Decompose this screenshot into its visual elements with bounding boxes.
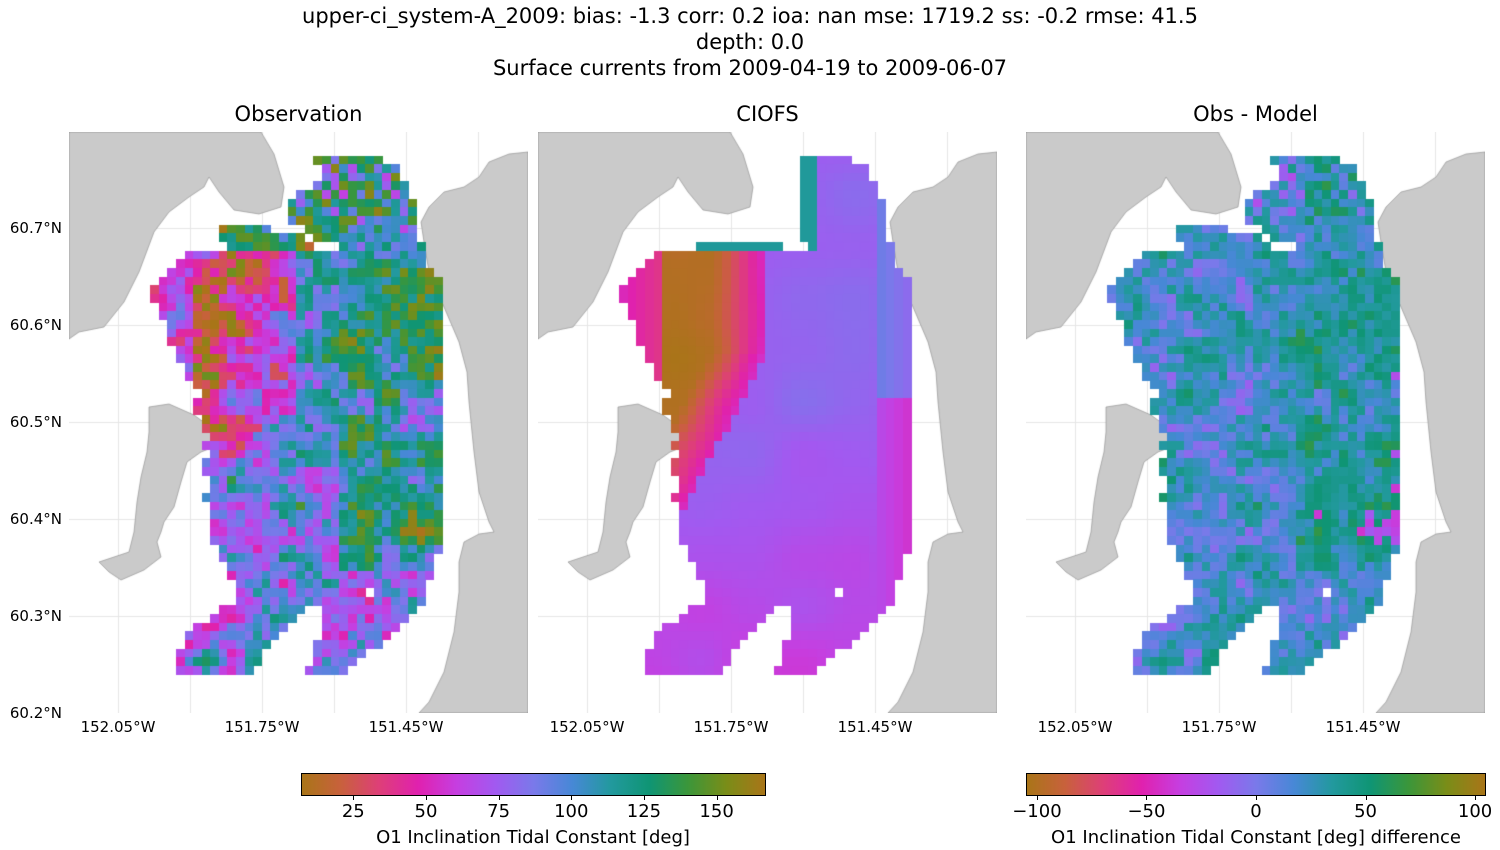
obs-minus-model-map xyxy=(1026,132,1485,713)
colorbar-inclination xyxy=(301,773,766,796)
colorbar-tick-label: 100 xyxy=(1457,801,1493,822)
y-tick-label: 60.3°N xyxy=(9,607,62,625)
y-tick-label: 60.2°N xyxy=(9,704,62,722)
difference-heatmap-canvas xyxy=(1026,132,1485,713)
panel-title-observation: Observation xyxy=(234,102,363,126)
colorbar-tick-label: 0 xyxy=(1250,801,1262,822)
colorbar-tick-label: 50 xyxy=(414,801,438,822)
x-tick-label: 151.75°W xyxy=(693,718,769,736)
x-tick-label: 151.45°W xyxy=(368,718,444,736)
colorbar-tick-label: 50 xyxy=(1354,801,1377,822)
colorbar-tick-label: −100 xyxy=(1012,801,1062,822)
colorbar-tick-label: 100 xyxy=(554,801,589,822)
suptitle-date-range: Surface currents from 2009-04-19 to 2009… xyxy=(492,56,1008,80)
colorbar-tick-mark xyxy=(1256,796,1257,800)
x-tick-label: 151.75°W xyxy=(1181,718,1257,736)
x-tick-label: 152.05°W xyxy=(1037,718,1113,736)
x-tick-label: 152.05°W xyxy=(80,718,156,736)
colorbar-difference-label: O1 Inclination Tidal Constant [deg] diff… xyxy=(1051,827,1461,848)
y-tick-label: 60.5°N xyxy=(9,413,62,431)
panel-title-obs-minus-model: Obs - Model xyxy=(1193,102,1318,126)
suptitle-depth: depth: 0.0 xyxy=(695,30,805,54)
colorbar-tick-label: 75 xyxy=(487,801,511,822)
colorbar-tick-mark xyxy=(1146,796,1148,800)
x-tick-label: 151.45°W xyxy=(1325,718,1401,736)
colorbar-tick-label: 25 xyxy=(341,801,365,822)
ciofs-heatmap-canvas xyxy=(538,132,997,713)
colorbar-tick-label: −50 xyxy=(1127,801,1166,822)
colorbar-tick-label: 125 xyxy=(626,801,662,822)
ciofs-map xyxy=(538,132,997,713)
colorbar-difference xyxy=(1026,773,1486,796)
colorbar-tick-mark xyxy=(716,796,718,800)
observation-map xyxy=(69,132,528,713)
colorbar-tick-mark xyxy=(1475,796,1477,800)
colorbar-tick-label: 150 xyxy=(699,801,734,822)
colorbar-tick-mark xyxy=(1036,796,1038,800)
colorbar-inclination-label: O1 Inclination Tidal Constant [deg] xyxy=(376,827,690,848)
colorbar-tick-mark xyxy=(353,796,355,800)
observation-heatmap-canvas xyxy=(69,132,528,713)
y-tick-label: 60.6°N xyxy=(9,316,62,334)
colorbar-tick-mark xyxy=(643,796,645,800)
colorbar-tick-mark xyxy=(498,796,500,800)
colorbar-tick-mark xyxy=(1365,796,1367,800)
x-tick-label: 152.05°W xyxy=(549,718,625,736)
y-tick-label: 60.4°N xyxy=(9,510,62,528)
panel-title-ciofs: CIOFS xyxy=(736,102,799,126)
x-tick-label: 151.75°W xyxy=(224,718,300,736)
colorbar-tick-mark xyxy=(571,796,573,800)
x-tick-label: 151.45°W xyxy=(837,718,913,736)
y-tick-label: 60.7°N xyxy=(9,219,62,237)
suptitle-stats: upper-ci_system-A_2009: bias: -1.3 corr:… xyxy=(302,4,1198,28)
colorbar-tick-mark xyxy=(425,796,427,800)
